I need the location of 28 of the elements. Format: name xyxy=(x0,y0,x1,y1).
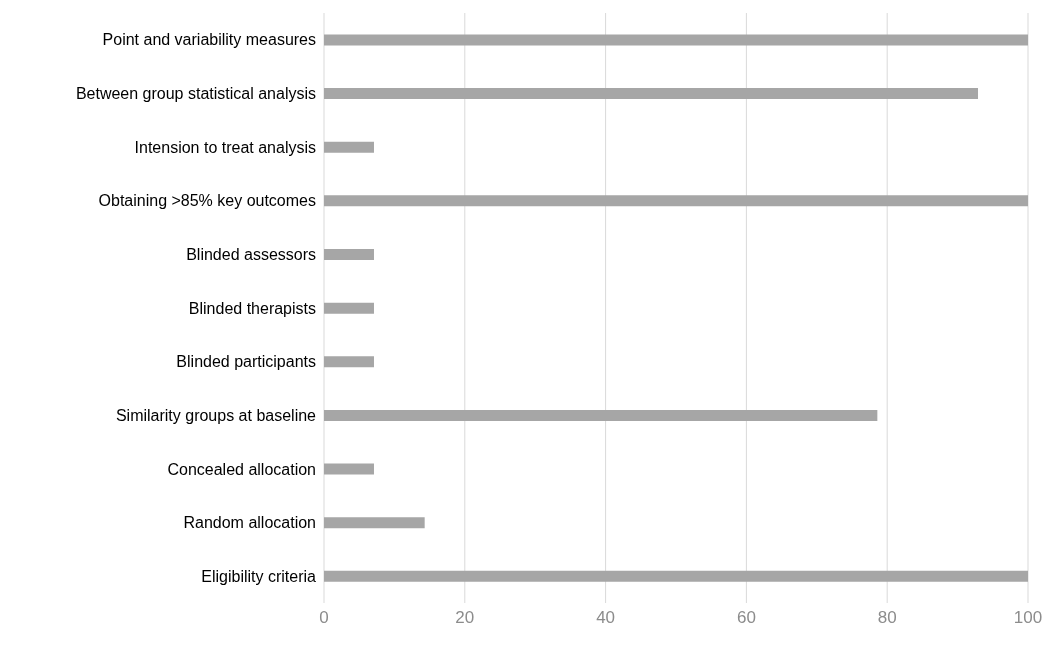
bar xyxy=(324,570,1028,582)
y-tick-label: Blinded assessors xyxy=(186,246,316,264)
x-tick-label: 100 xyxy=(1013,608,1043,628)
bar xyxy=(324,88,979,100)
bar xyxy=(324,141,374,153)
bar xyxy=(324,409,878,421)
y-tick-label: Concealed allocation xyxy=(167,460,316,478)
x-tick-label: 0 xyxy=(319,608,329,628)
x-tick-label: 60 xyxy=(736,608,756,628)
bar xyxy=(324,356,374,368)
y-tick-label: Point and variability measures xyxy=(102,31,316,49)
bar xyxy=(324,302,374,314)
x-tick-label: 20 xyxy=(455,608,475,628)
x-tick-label: 80 xyxy=(877,608,897,628)
bar xyxy=(324,249,374,260)
y-tick-label: Eligibility criteria xyxy=(201,567,317,585)
y-tick-label: Similarity groups at baseline xyxy=(115,406,317,424)
bar xyxy=(324,195,1028,207)
y-tick-label: Between group statistical analysis xyxy=(75,85,316,103)
y-tick-label: Blinded therapists xyxy=(188,299,316,317)
y-tick-label: Intension to treat analysis xyxy=(134,138,316,156)
bar xyxy=(324,34,1028,46)
bar xyxy=(324,517,425,529)
y-tick-label: Random allocation xyxy=(183,514,316,532)
y-tick-label: Blinded participants xyxy=(176,353,316,371)
bar xyxy=(324,463,374,475)
y-tick-label: Obtaining >85% key outcomes xyxy=(98,192,316,210)
x-tick-label: 40 xyxy=(596,608,616,628)
